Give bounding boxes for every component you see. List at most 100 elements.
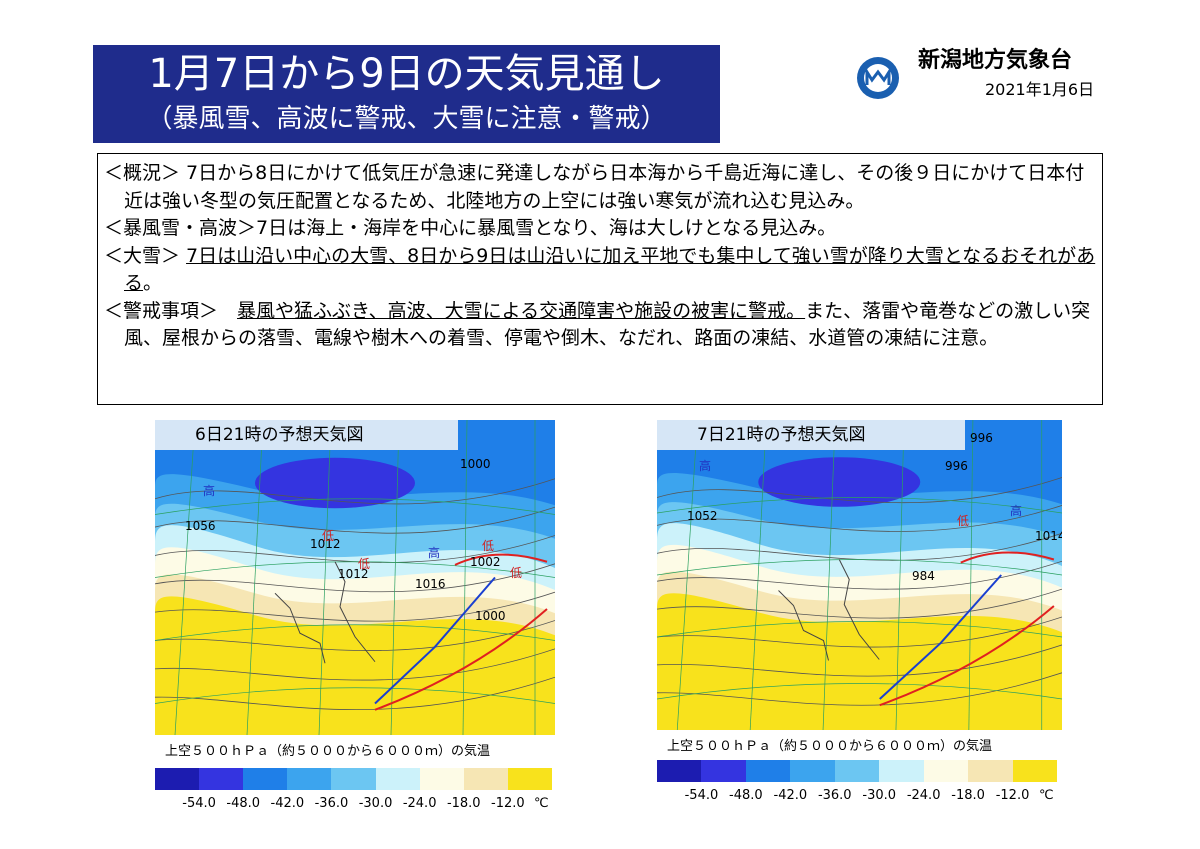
legend-swatch: [331, 768, 376, 790]
text: ＜大雪＞: [104, 244, 187, 267]
legend-swatch: [419, 768, 464, 790]
grid: [174, 420, 196, 735]
land: [274, 561, 376, 664]
grid: [318, 420, 332, 735]
logo: [857, 57, 899, 99]
isobar: [657, 505, 1062, 532]
grid: [155, 687, 555, 704]
grid: [462, 420, 468, 735]
map-label: 高: [1010, 503, 1022, 518]
legend-swatch: [923, 760, 969, 782]
text: 。: [143, 272, 163, 294]
paragraph: ＜警戒事項＞ 暴風や猛ふぶき、高波、大雪による交通障害や施設の被害に警戒。また、…: [104, 298, 1096, 353]
isobar: [657, 588, 1062, 619]
summary-box: ＜概況＞ 7日から8日にかけて低気圧が急速に発達しながら日本海から千島近海に達し…: [97, 153, 1103, 405]
isobar: [657, 532, 1062, 561]
paragraph: ＜大雪＞ 7日は山沿い中心の大雪、8日から9日は山沿いに加え平地でも集中して強い…: [104, 243, 1096, 298]
cold-core: [758, 457, 921, 507]
map-label: 高: [203, 483, 215, 498]
legend-swatch: [790, 760, 835, 782]
paragraph: ＜概況＞ 7日から8日にかけて低気圧が急速に発達しながら日本海から千島近海に達し…: [104, 160, 1096, 215]
map-caption: 上空５００ｈＰａ（約５０００から６０００ｍ）の気温: [165, 744, 491, 759]
isobar: [657, 616, 1062, 648]
title-box: 1月7日から9日の天気見通し （暴風雪、高波に警戒、大雪に注意・警戒）: [93, 45, 720, 143]
title: 1月7日から9日の天気見通し: [148, 51, 665, 97]
isobar: [657, 477, 1062, 504]
land: [778, 559, 880, 661]
grid: [895, 420, 905, 730]
legend-swatch: [463, 768, 508, 790]
legend-label: -42.0: [773, 788, 808, 803]
legend-swatch: [701, 760, 746, 782]
grid: [968, 420, 974, 730]
subtitle: （暴風雪、高波に警戒、大雪に注意・警戒）: [146, 104, 667, 134]
legend-label: -48.0: [729, 788, 763, 803]
warm-front: [879, 551, 1055, 707]
legend-label: -30.0: [358, 796, 393, 811]
map-label: 1056: [185, 519, 216, 533]
legend-swatch: [879, 760, 924, 782]
isobar: [155, 620, 555, 651]
isobar: [155, 648, 555, 681]
map-label: 1012: [338, 567, 369, 581]
legend-swatch: [657, 760, 702, 782]
map-label: 1014: [1035, 529, 1062, 543]
legend-label: -12.0: [491, 796, 525, 811]
legend-swatch: [155, 768, 200, 790]
legend-label: -12.0: [995, 788, 1030, 803]
grid: [155, 498, 555, 515]
legend-swatch: [243, 768, 288, 790]
map-label: 1000: [475, 609, 506, 623]
legend-unit: ℃: [1039, 788, 1054, 803]
date: 2021年1月6日: [985, 80, 1095, 99]
legend-unit: ℃: [534, 796, 549, 811]
isobar: [155, 591, 555, 622]
map-label: 低: [510, 566, 522, 580]
isobar: [657, 560, 1062, 590]
map-label: 996: [945, 459, 968, 473]
legend-swatch: [287, 768, 332, 790]
legend-label: -18.0: [446, 796, 481, 811]
legend-swatch: [375, 768, 420, 790]
map-title: 6日21時の予想天気図: [155, 420, 458, 450]
legend-label: -36.0: [817, 788, 852, 803]
underlined-text: 暴風や猛ふぶき、高波、大雪による交通障害や施設の被害に警戒。: [237, 299, 806, 322]
text: ＜暴風雪・高波＞7日は海上・海岸を中心に暴風雪となり、海は大しけとなる見込み。: [104, 217, 837, 239]
map-label: 1000: [460, 457, 491, 471]
legend-swatch: [1012, 760, 1057, 782]
grid: [822, 420, 836, 730]
legend-label: -48.0: [226, 796, 261, 811]
map-label: 1002: [470, 555, 501, 569]
legend-label: -24.0: [402, 796, 437, 811]
text: ＜警戒事項＞: [104, 299, 238, 322]
grid: [155, 561, 555, 578]
grid: [676, 420, 698, 730]
map-title: 7日21時の予想天気図: [657, 420, 965, 450]
legend-swatch: [968, 760, 1013, 782]
map-label: 高: [428, 545, 440, 560]
map-caption: 上空５００ｈＰａ（約５０００から６０００ｍ）の気温: [667, 739, 993, 754]
legend-swatch: [834, 760, 880, 782]
map-label: 1016: [415, 577, 446, 591]
map-label: 984: [912, 569, 935, 583]
map-label: 1012: [310, 537, 341, 551]
legend-label: -36.0: [314, 796, 349, 811]
legend-swatch: [745, 760, 791, 782]
map-label: 996: [970, 431, 993, 445]
map-label: 低: [957, 514, 969, 528]
grid: [390, 420, 400, 735]
legend-label: -18.0: [951, 788, 985, 803]
isobar: [657, 672, 1062, 706]
cold-front: [374, 576, 496, 705]
cold-core: [255, 457, 415, 509]
legend-swatch: [507, 768, 552, 790]
map-label: 低: [322, 529, 334, 543]
underlined-text: 7日は山沿い中心の大雪、8日から9日は山沿いに加え平地でも集中して強い雪が降り大…: [124, 244, 1096, 295]
legend-label: -54.0: [684, 788, 719, 803]
grid: [657, 621, 1062, 638]
grid: [657, 559, 1062, 576]
grid: [657, 683, 1062, 700]
legend-label: -24.0: [906, 788, 941, 803]
